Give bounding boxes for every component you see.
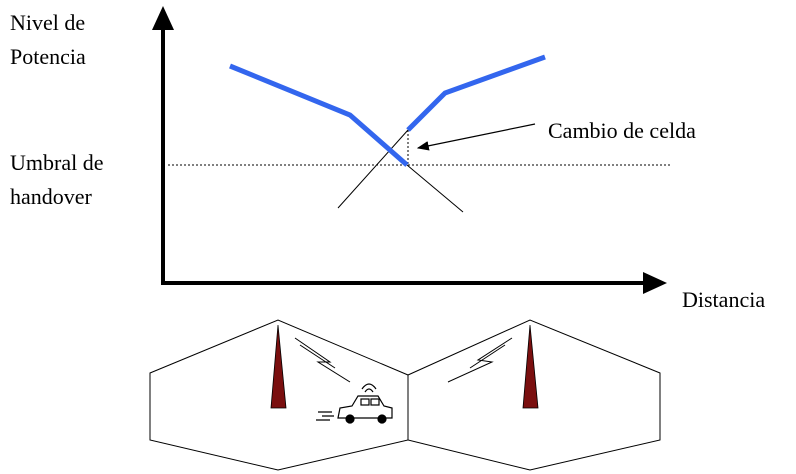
y-axis-label: Nivel de xyxy=(10,10,85,35)
threshold-label: handover xyxy=(10,184,93,209)
power-curve xyxy=(230,66,407,165)
annotation: Cambio de celda xyxy=(548,118,696,143)
tower xyxy=(271,325,286,408)
radio-link xyxy=(448,338,512,382)
annotation-arrow xyxy=(418,124,535,148)
extension-line xyxy=(338,130,408,208)
car xyxy=(316,384,392,423)
radio-link xyxy=(300,345,335,368)
diagram: Nivel de Potencia Umbral de handover Cam… xyxy=(0,0,796,474)
tower xyxy=(523,325,538,408)
threshold-label: Umbral de xyxy=(10,150,103,175)
y-axis-label: Potencia xyxy=(10,44,86,69)
x-axis-arrow xyxy=(643,272,667,294)
power-curve xyxy=(408,57,545,130)
y-axis-arrow xyxy=(152,6,174,30)
x-axis-label: Distancia xyxy=(682,287,765,312)
extension-line xyxy=(407,165,463,212)
